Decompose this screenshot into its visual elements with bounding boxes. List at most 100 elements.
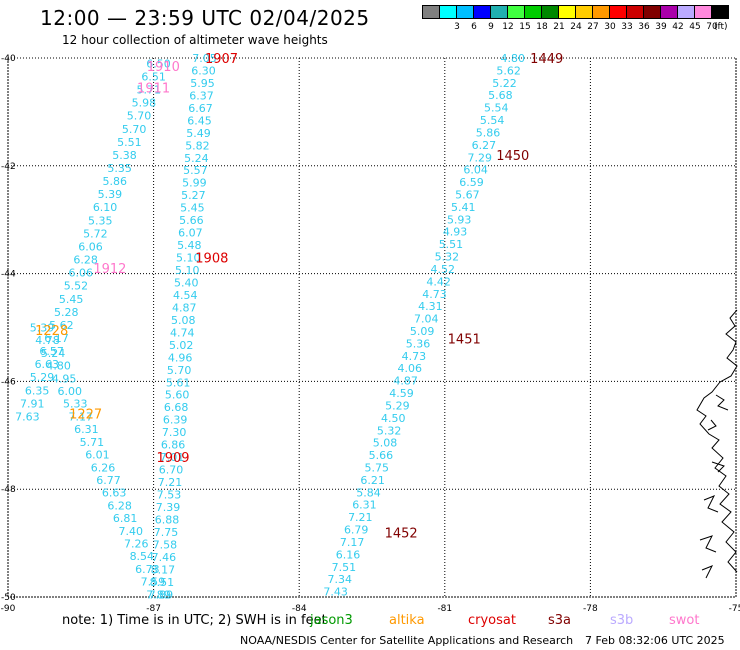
wave-height-value: 5.62 (496, 64, 521, 77)
lat-tick-label: -48 (1, 485, 16, 495)
wave-height-value: 6.67 (188, 102, 213, 115)
wave-height-value: 7.39 (156, 501, 181, 514)
wave-height-value: 6.39 (163, 414, 188, 427)
wave-height-value: 7.26 (124, 537, 149, 550)
track-1907: 7.056.305.956.376.676.455.495.825.245.57… (149, 52, 217, 601)
wave-height-value: 8.51 (150, 576, 175, 589)
wave-height-value: 6.31 (74, 423, 99, 436)
legend-label: 39 (655, 22, 667, 32)
wave-height-value: 6.59 (459, 176, 484, 189)
wave-height-value: 5.52 (64, 280, 89, 293)
legend-label: 9 (488, 22, 494, 32)
lon-tick-label: -87 (146, 604, 161, 614)
wave-height-value: 5.45 (59, 293, 84, 306)
wave-height-value: 5.02 (169, 339, 194, 352)
wave-height-value: 7.01 (160, 451, 185, 464)
track-time-label: 1912 (93, 262, 126, 277)
wave-height-value: 6.70 (159, 464, 184, 477)
track-time-label: 1450 (496, 149, 529, 164)
track-time-label: 1228 (35, 324, 68, 339)
track-1449: 4.805.625.225.685.545.545.866.277.296.04… (323, 52, 525, 599)
wave-height-value: 5.32 (435, 251, 460, 264)
wave-height-value: 5.10 (176, 252, 201, 265)
wave-height-value: 5.24 (184, 152, 209, 165)
wave-height-value: 6.51 (141, 70, 166, 83)
wave-height-value: 4.74 (170, 326, 195, 339)
track-time-label: 1449 (530, 52, 563, 67)
satellite-s3b: s3b (610, 613, 634, 628)
wave-height-value: 5.62 (49, 319, 74, 332)
wave-height-value: 5.39 (98, 188, 123, 201)
wave-height-value: 5.60 (165, 389, 190, 402)
wave-height-value: 7.21 (158, 476, 183, 489)
track-1228: 5.394.785.244.804.956.005.337.176.315.71… (30, 322, 171, 602)
legend-swatch (711, 5, 729, 19)
coastline-fjords (699, 394, 729, 579)
footer-note: note: 1) Time is in UTC; 2) SWH is in fe… (62, 613, 327, 628)
wave-height-value: 4.42 (426, 275, 451, 288)
wave-height-value: 4.73 (402, 350, 427, 363)
coastline (696, 309, 738, 579)
legend-label: 3 (454, 22, 460, 32)
track-time-label: 1227 (69, 408, 102, 423)
wave-height-value: 6.86 (161, 439, 186, 452)
lon-tick-label: -90 (1, 604, 16, 614)
track-time-label: 1451 (448, 332, 481, 347)
satellite-s3a: s3a (548, 613, 572, 628)
wave-height-value: 5.61 (166, 376, 191, 389)
credit-line: NOAA/NESDIS Center for Satellite Applica… (240, 634, 574, 647)
lat-lon-grid (7, 57, 737, 598)
track-time-label: 1908 (195, 251, 228, 266)
wave-height-value: 5.70 (122, 123, 147, 136)
legend-label: 27 (587, 22, 599, 32)
wave-height-value: 5.67 (455, 189, 480, 202)
satellite-altika: altika (389, 613, 425, 628)
legend-label: 30 (604, 22, 616, 32)
wave-height-value: 5.32 (377, 424, 402, 437)
map-subtitle: 12 hour collection of altimeter wave hei… (62, 33, 328, 47)
track-ids: 1907 1910 1911 1908 1912 1228 1227 1909 1449 1450… (35, 52, 563, 541)
wave-height-value: 4.78 (35, 334, 60, 347)
plot-frame (7, 57, 737, 598)
wave-height-value: 5.82 (185, 139, 210, 152)
wave-height-value: 5.29 (385, 399, 410, 412)
wave-height-value: 5.38 (112, 149, 137, 162)
wave-height-value: 7.40 (118, 525, 143, 538)
wave-height-value: 7.17 (340, 536, 365, 549)
wave-height-value: 4.50 (381, 412, 406, 425)
wave-height-value: 6.45 (187, 114, 212, 127)
wave-height-value: 7.29 (468, 151, 493, 164)
wave-height-value: 6.10 (93, 201, 118, 214)
wave-height-value: 6.77 (96, 474, 121, 487)
wave-height-value: 4.31 (418, 300, 443, 313)
track-time-label: 1452 (385, 526, 418, 541)
altimeter-tracks: 7.056.305.956.376.676.455.495.825.245.57… (15, 52, 525, 601)
wave-height-value: 4.93 (443, 226, 468, 239)
wave-height-value: 8.54 (130, 550, 155, 563)
wave-height-value: 6.88 (155, 513, 180, 526)
lat-tick-label: -46 (1, 377, 16, 387)
legend-label: 18 (536, 22, 548, 32)
wave-height-value: 5.29 (30, 371, 55, 384)
wave-height-legend: 3 6 9 12 15 18 21 24 27 30 33 36 39 42 45 70 (ft) (422, 5, 729, 35)
wave-height-value: 5.99 (182, 177, 207, 190)
wave-height-value: 4.87 (393, 375, 418, 388)
wave-height-value: 6.17 (44, 332, 69, 345)
wave-height-value: 7.46 (152, 551, 177, 564)
satellite-cryosat: cryosat (468, 613, 516, 628)
wave-height-value: 6.27 (472, 139, 497, 152)
wave-height-value: 7.59 (141, 576, 166, 589)
wave-height-value: 5.24 (41, 347, 66, 360)
legend-unit: (ft) (714, 22, 728, 32)
wave-height-value: 4.59 (389, 387, 414, 400)
wave-height-value: 4.73 (422, 288, 447, 301)
wave-height-value: 4.52 (430, 263, 455, 276)
wave-height-value: 7.53 (157, 489, 182, 502)
wave-height-value: 5.66 (179, 214, 204, 227)
legend-label: 6 (471, 22, 477, 32)
wave-height-value: 8.17 (151, 563, 176, 576)
track-time-label: 1910 (147, 60, 180, 75)
wave-height-value: 5.28 (54, 306, 79, 319)
wave-height-value: 4.54 (173, 289, 198, 302)
